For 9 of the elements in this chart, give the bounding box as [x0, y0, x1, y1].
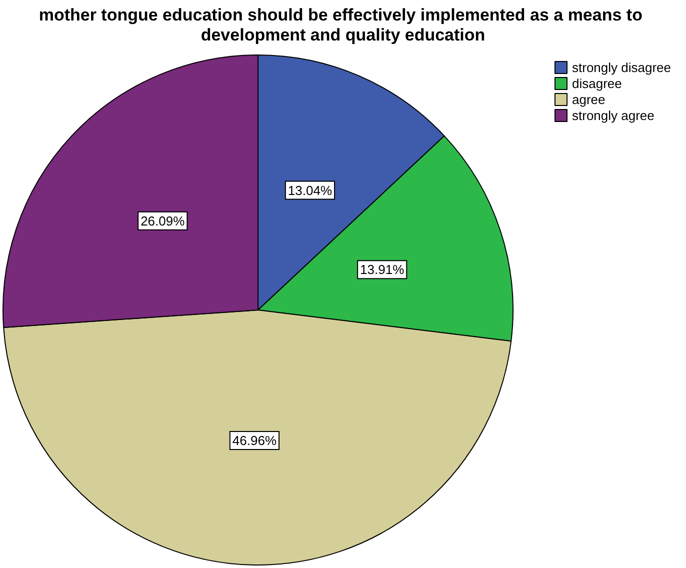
- data-label: 13.04%: [288, 182, 332, 198]
- data-label: 13.91%: [360, 262, 405, 278]
- data-label: 46.96%: [232, 432, 277, 448]
- legend-label: strongly agree: [572, 108, 654, 123]
- chart-title: mother tongue education should be effectively implemented as a means to development and quality education: [38, 6, 648, 44]
- legend-label: agree: [572, 92, 606, 107]
- legend-label: strongly disagree: [572, 60, 671, 75]
- data-label: 26.09%: [140, 213, 186, 228]
- legend-label: disagree: [572, 76, 622, 91]
